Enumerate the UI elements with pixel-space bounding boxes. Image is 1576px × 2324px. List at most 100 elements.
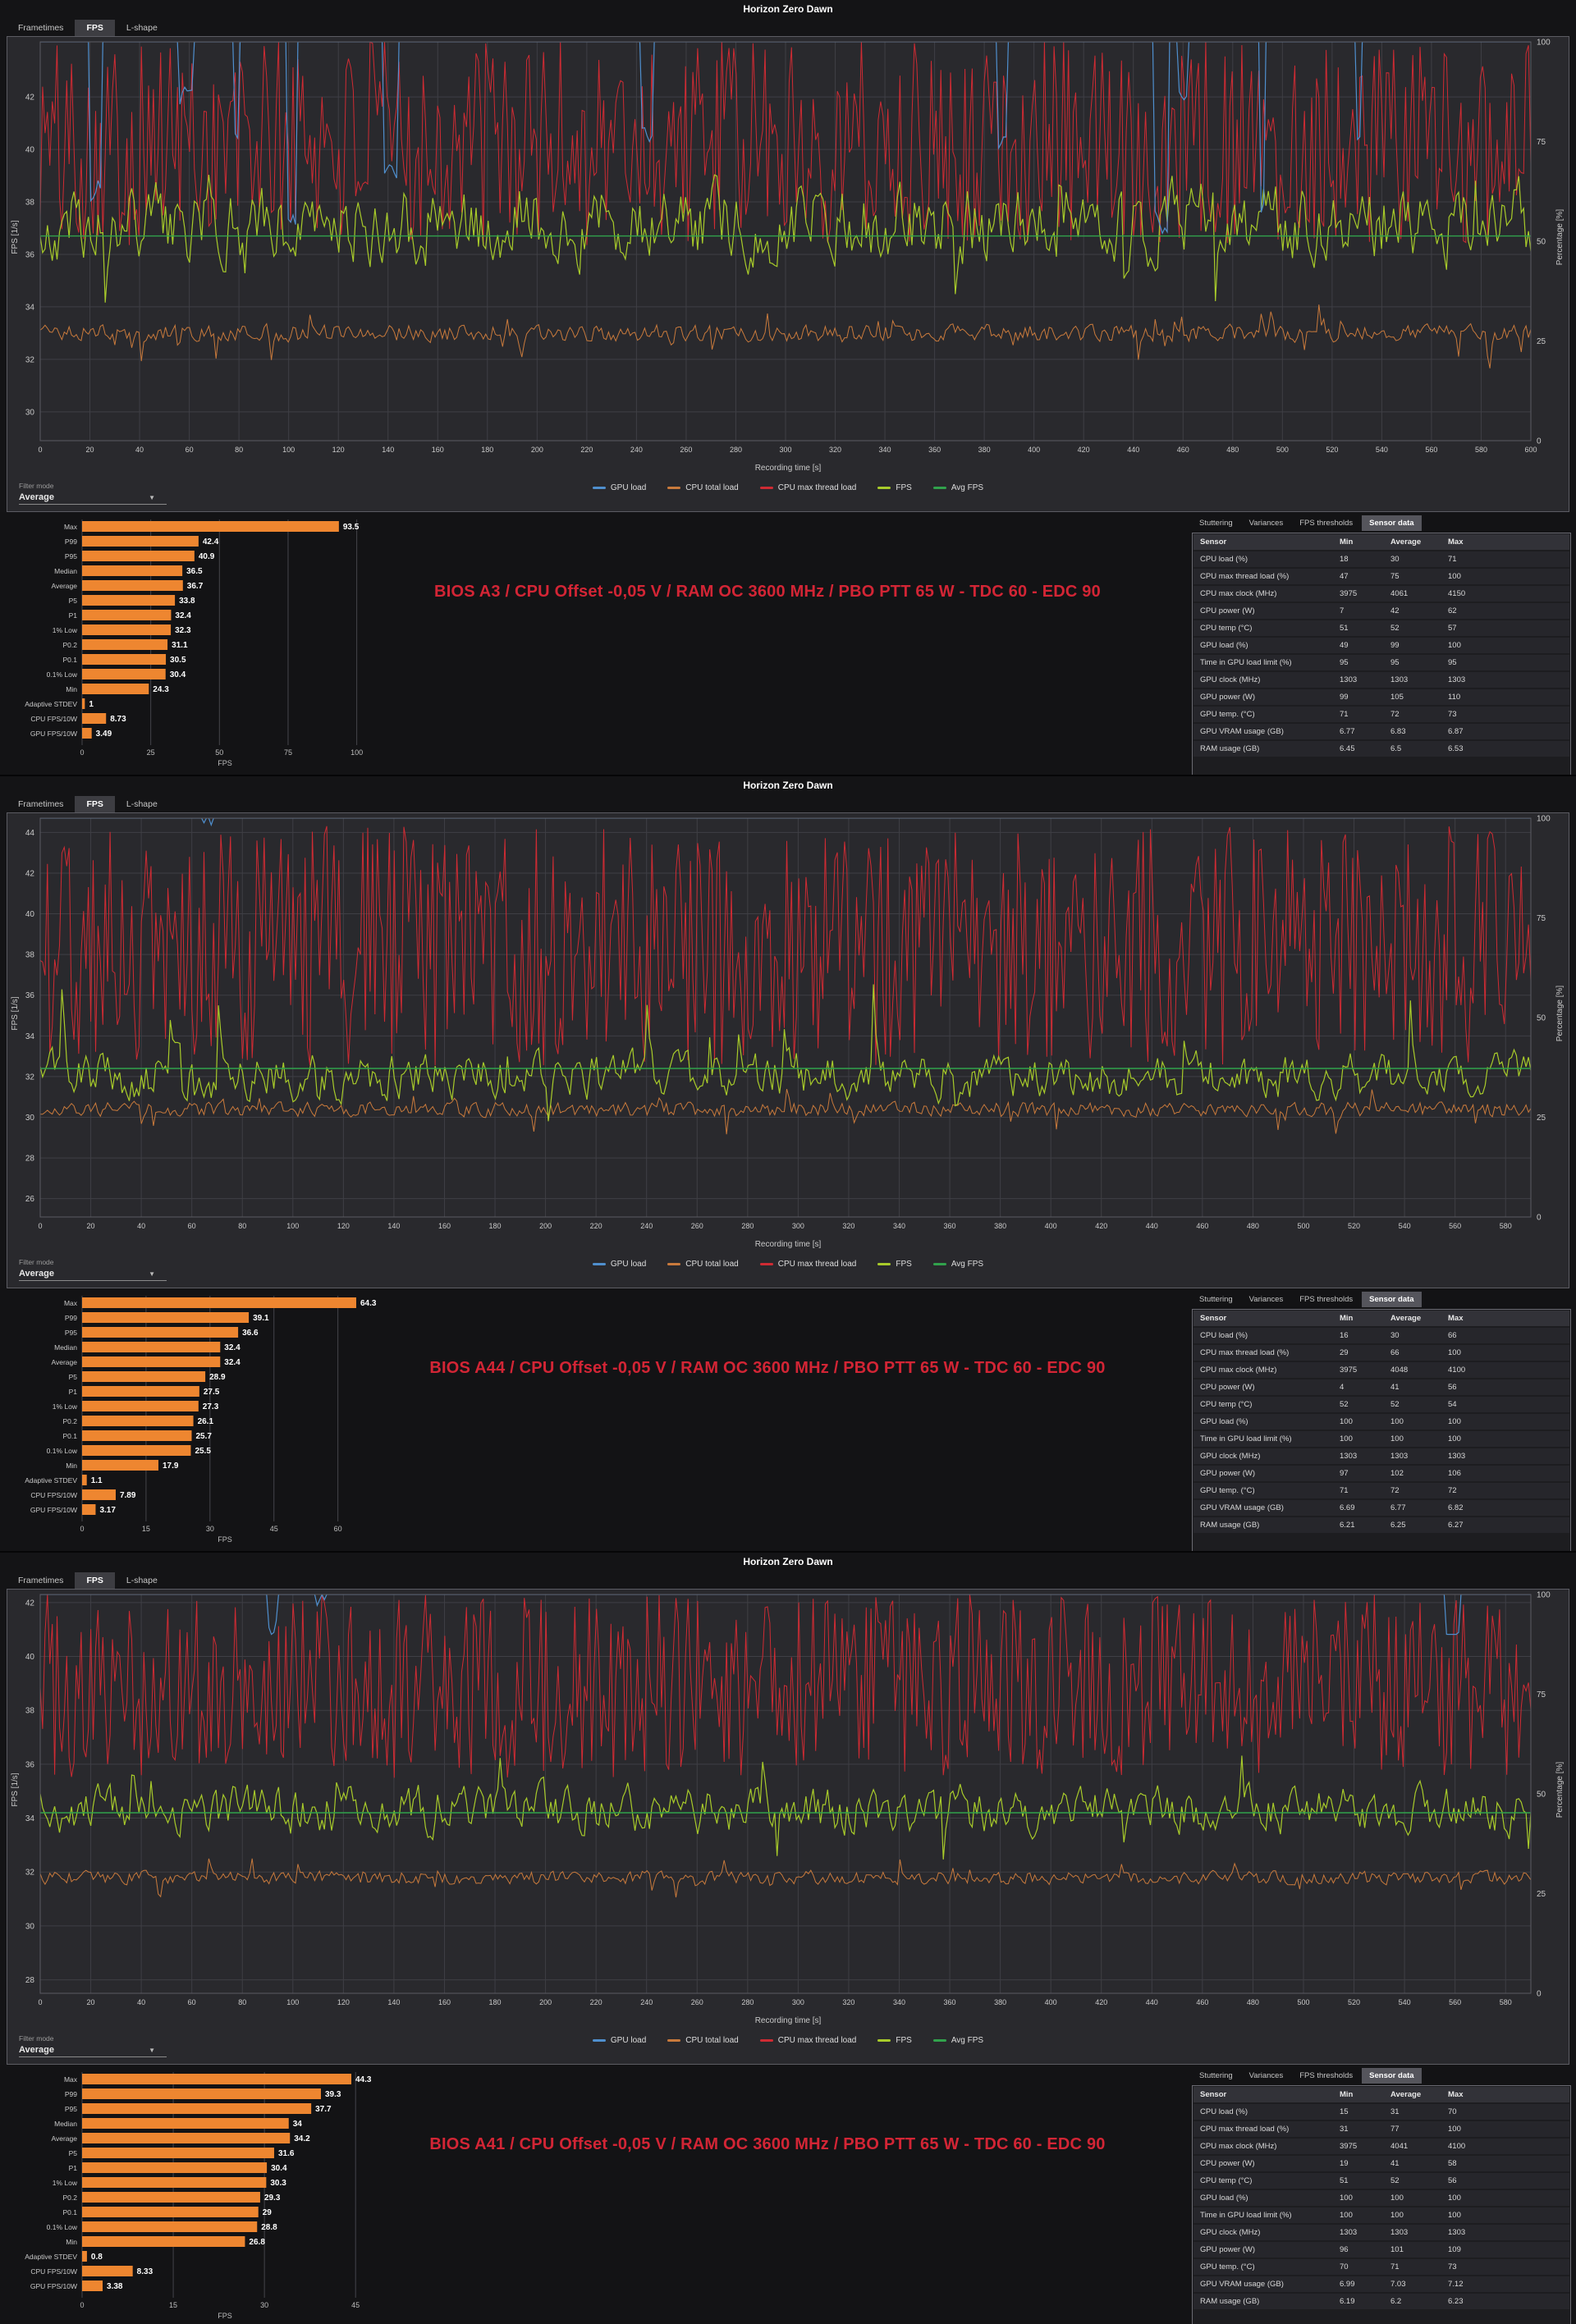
tick-label: GPU FPS/10W (30, 1506, 77, 1514)
tab-fps[interactable]: FPS (75, 20, 115, 36)
sensor-tab-stuttering[interactable]: Stuttering (1199, 519, 1233, 528)
tick-label: 340 (879, 446, 891, 454)
sensor-cell: GPU clock (MHz) (1200, 2228, 1261, 2237)
tick-label: FPS (218, 1535, 232, 1544)
sensor-cell: 4100 (1448, 1366, 1466, 1375)
tick-label: 480 (1226, 446, 1239, 454)
x-axis-title: Recording time [s] (754, 2016, 822, 2025)
filter-mode-select[interactable]: Average ▼ (19, 492, 167, 505)
sensor-tab-fps-thresholds[interactable]: FPS thresholds (1299, 519, 1354, 528)
tick-label: CPU FPS/10W (30, 1491, 77, 1499)
sensor-tab-fps-thresholds[interactable]: FPS thresholds (1299, 1295, 1354, 1304)
sensor-data-panel: Stuttering Variances FPS thresholds Sensor … (1192, 515, 1571, 775)
view-tab-bar: Frametimes FPS L-shape (7, 794, 1576, 812)
sensor-tab-fps-thresholds[interactable]: FPS thresholds (1299, 2071, 1354, 2080)
tick-label: 39.1 (253, 1314, 269, 1323)
sensor-table: Sensor Min Average Max CPU load (%) 18 30 71 CPU… (1192, 533, 1571, 775)
tab-l-shape[interactable]: L-shape (126, 23, 158, 33)
tab-frametimes[interactable]: Frametimes (18, 799, 64, 809)
tick-label: 42 (25, 869, 35, 878)
sensor-cell: 51 (1340, 624, 1349, 633)
sensor-cell: CPU max clock (MHz) (1200, 2142, 1277, 2151)
tick-label: 26.1 (198, 1417, 214, 1426)
sensor-tab-sensor-data[interactable]: Sensor data (1362, 2068, 1422, 2084)
tick-label: 120 (337, 1222, 350, 1230)
tick-label: 25 (1537, 1114, 1546, 1123)
tick-label: 50 (215, 748, 223, 757)
game-title: Horizon Zero Dawn (743, 3, 833, 15)
chevron-down-icon: ▼ (149, 493, 155, 501)
tick-label: 1.1 (91, 1476, 103, 1485)
sensor-row: GPU temp. (°C) 70 71 73 (1193, 2259, 1569, 2275)
legend-swatch (592, 2039, 606, 2042)
tick-label: GPU FPS/10W (30, 2282, 77, 2290)
tick-label: 40.9 (199, 552, 215, 561)
benchmark-panel: Horizon Zero Dawn Frametimes FPS L-shape F… (0, 776, 1576, 1553)
tab-frametimes[interactable]: Frametimes (18, 1576, 64, 1585)
sensor-cell: CPU temp (°C) (1200, 2176, 1253, 2185)
tick-label: 20 (86, 446, 94, 454)
legend-swatch (667, 2039, 681, 2042)
sensor-cell: 102 (1390, 1469, 1404, 1478)
tick-label: 520 (1348, 1222, 1360, 1230)
sensor-row: Time in GPU load limit (%) 100 100 100 (1193, 2207, 1569, 2223)
sensor-cell: 105 (1390, 693, 1404, 702)
filter-mode-select[interactable]: Average ▼ (19, 2045, 167, 2057)
sensor-row: CPU power (W) 7 42 62 (1193, 603, 1569, 619)
sensor-row: GPU load (%) 100 100 100 (1193, 2190, 1569, 2206)
tab-fps[interactable]: FPS (75, 796, 115, 812)
tab-l-shape[interactable]: L-shape (126, 799, 158, 809)
tick-label: 33.8 (179, 597, 195, 606)
tick-label: 15 (169, 2301, 177, 2309)
bar (82, 2177, 267, 2188)
tick-label: 560 (1449, 1222, 1461, 1230)
tick-label: 380 (994, 1998, 1006, 2006)
legend-swatch (877, 2039, 891, 2042)
tick-label: 32 (25, 355, 35, 364)
sensor-cell: 4100 (1448, 2142, 1466, 2151)
tick-label: 28.9 (209, 1373, 226, 1382)
sensor-cell: 6.87 (1448, 727, 1464, 736)
sensor-header-row: Sensor Min Average Max (1193, 534, 1569, 550)
sensor-cell: GPU load (%) (1200, 641, 1248, 650)
tick-label: 40 (25, 1653, 35, 1662)
tick-label: 480 (1247, 1998, 1259, 2006)
legend-label: CPU total load (685, 483, 739, 492)
sensor-tab-stuttering[interactable]: Stuttering (1199, 2071, 1233, 2080)
sensor-tab-variances[interactable]: Variances (1248, 519, 1284, 528)
tick-label: 400 (1045, 1998, 1057, 2006)
sensor-tab-stuttering[interactable]: Stuttering (1199, 1295, 1233, 1304)
sensor-row: CPU load (%) 18 30 71 (1193, 551, 1569, 567)
sensor-cell: CPU max thread load (%) (1200, 572, 1290, 581)
sensor-tab-sensor-data[interactable]: Sensor data (1362, 515, 1422, 531)
chart-legend: GPU load CPU total load CPU max thread loa… (7, 2036, 1569, 2045)
tick-label: GPU FPS/10W (30, 730, 77, 738)
tick-label: P5 (69, 597, 78, 605)
sensor-cell: 6.69 (1340, 1503, 1355, 1512)
tab-fps[interactable]: FPS (75, 1572, 115, 1589)
sensor-cell: GPU load (%) (1200, 1417, 1248, 1426)
sensor-row: GPU temp. (°C) 71 72 72 (1193, 1483, 1569, 1498)
bar (82, 1416, 194, 1426)
tick-label: 280 (730, 446, 742, 454)
sensor-cell: 1303 (1390, 1452, 1409, 1461)
tick-label: 460 (1177, 446, 1189, 454)
bios-config-annotation: BIOS A3 / CPU Offset -0,05 V / RAM OC 36… (434, 583, 1101, 601)
legend-label: Avg FPS (951, 2036, 984, 2045)
sensor-cell: 31 (1390, 2107, 1400, 2116)
sensor-tab-variances[interactable]: Variances (1248, 1295, 1284, 1304)
sensor-cell: 70 (1340, 2262, 1349, 2271)
tick-label: 120 (337, 1998, 350, 2006)
series-fps (40, 984, 1531, 1122)
tab-frametimes[interactable]: Frametimes (18, 23, 64, 33)
tab-l-shape[interactable]: L-shape (126, 1576, 158, 1585)
sensor-cell: 99 (1390, 641, 1400, 650)
sensor-cell: 6.27 (1448, 1521, 1464, 1530)
sensor-row: CPU temp (°C) 52 52 54 (1193, 1397, 1569, 1412)
sensor-cell: Min (1340, 2090, 1354, 2099)
sensor-tab-sensor-data[interactable]: Sensor data (1362, 1292, 1422, 1307)
sensor-tab-variances[interactable]: Variances (1248, 2071, 1284, 2080)
filter-mode-select[interactable]: Average ▼ (19, 1269, 167, 1281)
sensor-cell: 41 (1390, 2159, 1400, 2168)
tick-label: 1% Low (53, 2179, 78, 2187)
